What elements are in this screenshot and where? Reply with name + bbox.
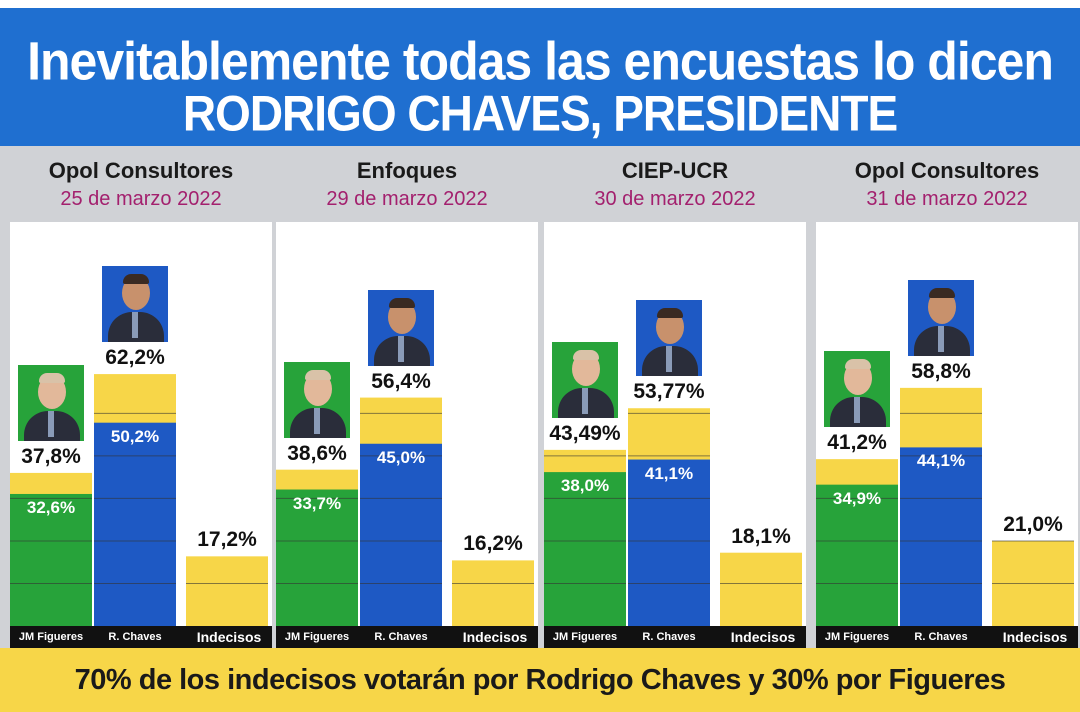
category-label: R. Chaves xyxy=(914,631,968,643)
hair-shape xyxy=(389,297,415,308)
footer-banner: 70% de los indecisos votarán por Rodrigo… xyxy=(0,648,1080,712)
poll-panel: CIEP-UCR 30 de marzo 2022 43,49% 38,0% 53,77… xyxy=(544,146,806,648)
value-label-total: 17,2% xyxy=(197,528,257,552)
chaves-photo xyxy=(102,266,168,343)
value-label-total: 41,2% xyxy=(827,431,887,455)
bar-base xyxy=(94,422,176,626)
value-label-total: 62,2% xyxy=(105,346,165,370)
poll-panel: Opol Consultores 31 de marzo 2022 41,2% 34,… xyxy=(816,146,1078,648)
value-label-base: 41,1% xyxy=(644,463,694,483)
category-label: JM Figueres xyxy=(824,631,890,643)
poll-date: 30 de marzo 2022 xyxy=(594,188,756,210)
panel-chart: 43,49% 38,0% 53,77% 41,1% 18,1% JM Figueres R.… xyxy=(544,222,806,648)
poll-date: 29 de marzo 2022 xyxy=(326,188,488,210)
bar-chart xyxy=(544,408,802,626)
category-label-bar: JM Figueres R. Chaves Indecisos xyxy=(544,626,806,648)
category-label-bar: JM Figueres R. Chaves Indecisos xyxy=(10,626,272,648)
hair-shape xyxy=(657,308,683,319)
category-label: Indecisos xyxy=(462,629,528,645)
poll-panel: Opol Consultores 25 de marzo 2022 37,8% 32,… xyxy=(10,146,272,648)
panel-header: Enfoques 29 de marzo 2022 xyxy=(276,146,538,222)
category-label: R. Chaves xyxy=(108,631,162,643)
panel-header: Opol Consultores 25 de marzo 2022 xyxy=(10,146,272,222)
value-label-total: 53,77% xyxy=(633,380,705,404)
panel-header: CIEP-UCR 30 de marzo 2022 xyxy=(544,146,806,222)
poll-panel: Enfoques 29 de marzo 2022 38,6% 33,7% 56,4% 4… xyxy=(276,146,538,648)
chaves-photo xyxy=(368,289,434,366)
hair-shape xyxy=(305,369,331,380)
value-label-base: 33,7% xyxy=(292,493,342,513)
tie-shape xyxy=(314,407,320,434)
hair-shape xyxy=(39,372,65,383)
category-label: JM Figueres xyxy=(18,631,84,643)
bar-total xyxy=(186,556,268,626)
value-label-total: 56,4% xyxy=(371,369,431,393)
tie-shape xyxy=(48,410,54,437)
chaves-photo xyxy=(908,279,974,356)
headline: Inevitablemente todas las encuestas lo d… xyxy=(27,30,1054,92)
category-label-bar: JM Figueres R. Chaves Indecisos xyxy=(816,626,1078,648)
value-label-total: 58,8% xyxy=(911,359,971,383)
panel-header: Opol Consultores 31 de marzo 2022 xyxy=(816,146,1078,222)
category-label: Indecisos xyxy=(1002,629,1068,645)
value-label-base: 32,6% xyxy=(26,497,76,517)
bar-chart xyxy=(276,397,534,626)
poll-date: 25 de marzo 2022 xyxy=(60,188,222,210)
tie-shape xyxy=(398,335,404,362)
bar-base xyxy=(276,489,358,626)
bar-base xyxy=(628,459,710,626)
value-label-total: 21,0% xyxy=(1003,512,1063,536)
tie-shape xyxy=(132,312,138,339)
pollster-name: CIEP-UCR xyxy=(621,158,729,183)
tie-shape xyxy=(938,325,944,352)
hair-shape xyxy=(845,359,871,370)
pollster-name: Opol Consultores xyxy=(854,158,1040,183)
subheadline: RODRIGO CHAVES, PRESIDENTE xyxy=(182,84,898,142)
value-label-total: 37,8% xyxy=(21,444,81,468)
panel-chart: 41,2% 34,9% 58,8% 44,1% 21,0% JM Figueres R. C… xyxy=(816,222,1078,648)
value-label-total: 16,2% xyxy=(463,532,523,556)
bar-base xyxy=(816,484,898,626)
header-banner: Inevitablemente todas las encuestas lo d… xyxy=(0,8,1080,146)
hair-shape xyxy=(929,287,955,298)
pollster-name: Opol Consultores xyxy=(48,158,234,183)
category-label: R. Chaves xyxy=(642,631,696,643)
panel-chart: 37,8% 32,6% 62,2% 50,2% 17,2% JM Figueres R. C… xyxy=(10,222,272,648)
category-label: JM Figueres xyxy=(552,631,618,643)
bar-total xyxy=(720,552,802,626)
bar-total xyxy=(452,560,534,626)
category-label: JM Figueres xyxy=(284,631,350,643)
figueres-photo xyxy=(824,351,890,428)
tie-shape xyxy=(666,346,672,373)
figueres-photo xyxy=(284,361,350,438)
category-label-bar: JM Figueres R. Chaves Indecisos xyxy=(276,626,538,648)
chaves-photo xyxy=(636,300,702,377)
value-label-base: 44,1% xyxy=(916,451,966,471)
value-label-base: 38,0% xyxy=(560,476,610,496)
tie-shape xyxy=(854,397,860,424)
bar-base xyxy=(900,447,982,626)
value-label-total: 38,6% xyxy=(287,441,347,465)
bar-chart xyxy=(816,387,1074,626)
category-label: Indecisos xyxy=(196,629,262,645)
value-label-base: 34,9% xyxy=(832,488,882,508)
bar-base xyxy=(544,472,626,626)
value-label-base: 45,0% xyxy=(376,447,426,467)
category-label: Indecisos xyxy=(730,629,796,645)
category-label: R. Chaves xyxy=(374,631,428,643)
value-label-base: 50,2% xyxy=(110,426,160,446)
hair-shape xyxy=(123,274,149,285)
bar-base xyxy=(10,493,92,626)
value-label-total: 18,1% xyxy=(731,524,791,548)
value-label-total: 43,49% xyxy=(549,421,621,445)
hair-shape xyxy=(573,349,599,360)
pollster-name: Enfoques xyxy=(356,158,458,183)
figueres-photo xyxy=(552,341,618,418)
bar-chart xyxy=(10,374,268,626)
figueres-photo xyxy=(18,364,84,441)
panel-chart: 38,6% 33,7% 56,4% 45,0% 16,2% JM Figueres R. C… xyxy=(276,222,538,648)
tie-shape xyxy=(582,387,588,414)
bar-base xyxy=(360,443,442,626)
poll-date: 31 de marzo 2022 xyxy=(866,188,1028,210)
